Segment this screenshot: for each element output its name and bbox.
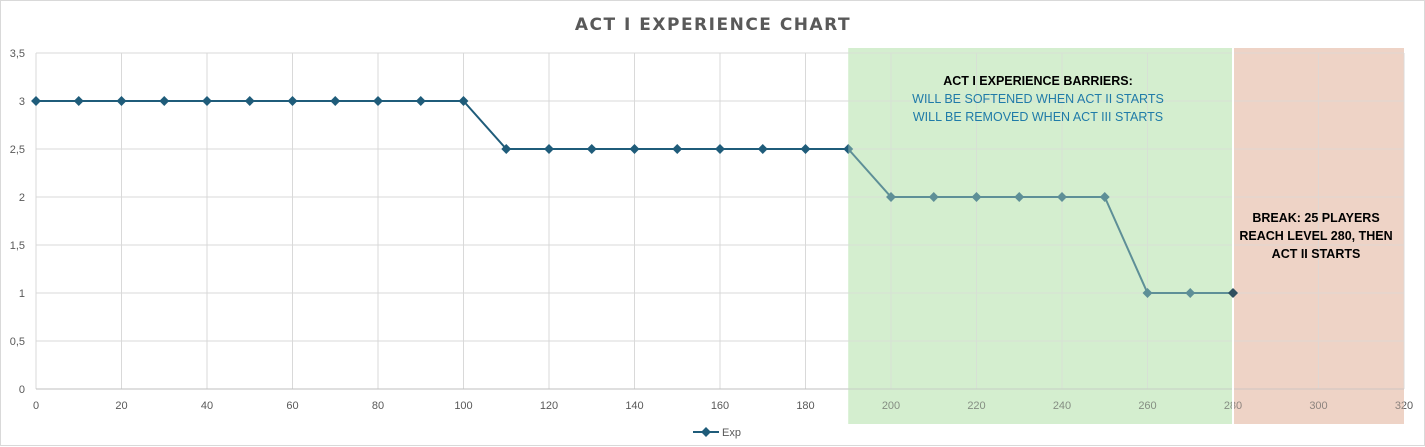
y-tick-label: 2,5 xyxy=(10,144,25,156)
barriers-line-1: WILL BE SOFTENED WHEN ACT II STARTS xyxy=(912,92,1164,106)
y-tick-label: 3,5 xyxy=(10,48,25,60)
barriers-line-2: WILL BE REMOVED WHEN ACT III STARTS xyxy=(913,110,1163,124)
x-tick-labels: 0204060801001201401601802002202402602803… xyxy=(33,400,1413,412)
chart-title: ACT I EXPERIENCE CHART xyxy=(575,15,851,35)
data-point xyxy=(116,96,127,106)
data-point xyxy=(73,96,84,106)
data-point xyxy=(373,96,383,106)
y-tick-label: 0 xyxy=(19,384,25,396)
data-point xyxy=(1099,192,1110,202)
barriers-heading: ACT I EXPERIENCE BARRIERS: xyxy=(943,74,1133,88)
region-overlay-red xyxy=(1233,48,1404,424)
data-point xyxy=(31,96,41,106)
data-point-final xyxy=(1228,288,1238,298)
x-tick-label: 240 xyxy=(1053,400,1071,412)
y-tick-label: 2 xyxy=(19,192,25,204)
data-point xyxy=(715,144,725,154)
region-0 xyxy=(848,48,1233,424)
data-point xyxy=(757,144,768,154)
region-overlay-green xyxy=(848,48,1233,424)
data-point xyxy=(415,96,426,106)
x-tick-label: 260 xyxy=(1138,400,1156,412)
x-tick-label: 200 xyxy=(882,400,900,412)
legend-marker xyxy=(701,427,711,437)
x-tick-label: 40 xyxy=(201,400,213,412)
y-tick-labels: 0 0,5 1 1,5 2 2,5 3 3,5 xyxy=(10,48,25,396)
data-point xyxy=(330,96,341,106)
x-tick-label: 0 xyxy=(33,400,39,412)
data-point xyxy=(800,144,811,154)
region-overlay xyxy=(848,48,1404,424)
break-line-1: BREAK: 25 PLAYERS xyxy=(1252,211,1379,225)
x-tick-label: 320 xyxy=(1395,400,1413,412)
x-tick-label: 60 xyxy=(286,400,298,412)
data-point xyxy=(843,144,854,154)
x-tick-label: 180 xyxy=(796,400,814,412)
x-tick-label: 80 xyxy=(372,400,384,412)
data-point xyxy=(672,144,683,154)
data-point xyxy=(1142,288,1153,298)
data-point xyxy=(1185,288,1196,298)
x-tick-label: 300 xyxy=(1309,400,1327,412)
data-point xyxy=(501,144,512,154)
barriers-annotation: ACT I EXPERIENCE BARRIERS: WILL BE SOFTE… xyxy=(912,74,1164,124)
x-tick-label: 120 xyxy=(540,400,558,412)
break-line-2: REACH LEVEL 280, THEN xyxy=(1239,229,1392,243)
x-tick-label: 220 xyxy=(967,400,985,412)
y-tick-label: 1,5 xyxy=(10,240,25,252)
break-line-3: ACT II STARTS xyxy=(1272,247,1361,261)
data-point xyxy=(159,96,170,106)
data-point xyxy=(244,96,255,106)
data-point xyxy=(928,192,939,202)
data-point xyxy=(544,144,554,154)
data-point xyxy=(287,96,298,106)
y-tick-label: 0,5 xyxy=(10,336,25,348)
x-tick-label: 160 xyxy=(711,400,729,412)
data-point xyxy=(586,144,597,154)
y-tick-label: 1 xyxy=(19,288,25,300)
gridlines xyxy=(35,52,1405,390)
y-tick-label: 3 xyxy=(19,96,25,108)
x-tick-label: 140 xyxy=(625,400,643,412)
x-tick-label: 20 xyxy=(115,400,127,412)
data-point xyxy=(1014,192,1025,202)
data-point xyxy=(1057,192,1067,202)
data-point xyxy=(629,144,640,154)
data-point xyxy=(886,192,896,202)
legend-label: Exp xyxy=(722,427,741,439)
data-point xyxy=(971,192,982,202)
data-point xyxy=(202,96,212,106)
x-tick-label: 100 xyxy=(454,400,472,412)
break-annotation: BREAK: 25 PLAYERS REACH LEVEL 280, THEN … xyxy=(1239,211,1392,261)
legend: Exp xyxy=(693,427,741,439)
